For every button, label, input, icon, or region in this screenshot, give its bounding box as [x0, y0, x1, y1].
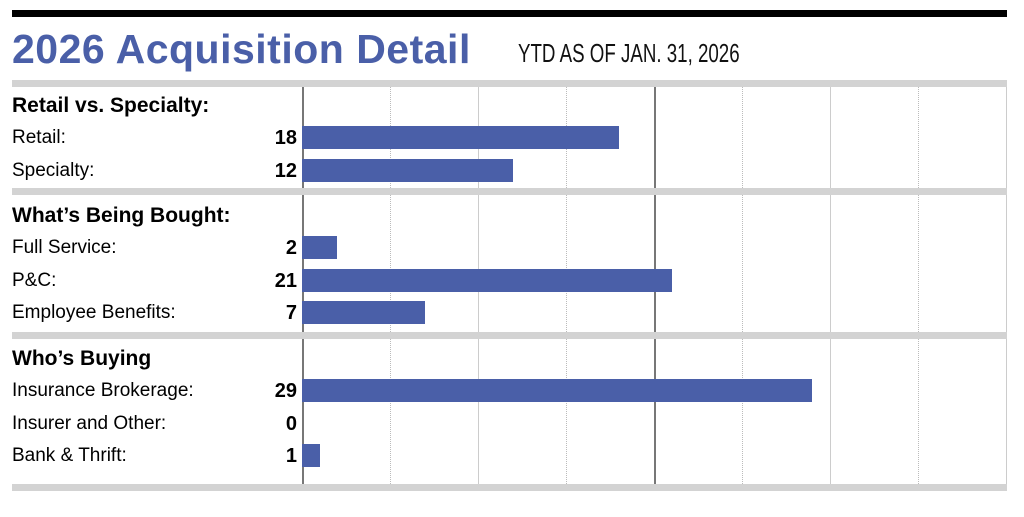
data-label: 7 — [285, 302, 297, 324]
data-label: 1 — [285, 445, 297, 467]
category-label: Bank & Thrift: — [12, 445, 127, 466]
bar — [302, 379, 813, 402]
data-label: 12 — [274, 159, 297, 182]
category-label: Full Service: — [12, 237, 117, 258]
category-label: P&C: — [12, 269, 57, 291]
group-heading: What’s Being Bought: — [12, 204, 231, 227]
bar — [302, 236, 338, 259]
data-label: 2 — [285, 237, 297, 259]
separator-band — [12, 80, 1007, 87]
separator-band — [12, 188, 1007, 195]
bar — [302, 444, 320, 467]
top-rule — [12, 10, 1007, 17]
bar — [302, 158, 514, 182]
chart-subtitle: YTD AS OF JAN. 31, 2026 — [518, 38, 740, 68]
gridline — [1006, 86, 1007, 484]
category-label: Employee Benefits: — [12, 302, 176, 323]
data-label: 0 — [285, 412, 297, 435]
separator-band — [12, 484, 1007, 491]
gridline — [830, 86, 831, 484]
separator-band — [12, 332, 1007, 339]
data-label: 29 — [274, 380, 297, 402]
bar — [302, 301, 426, 324]
category-label: Insurer and Other: — [12, 412, 167, 434]
group-heading: Who’s Buying — [12, 347, 152, 370]
category-label: Specialty: — [12, 159, 95, 181]
data-label: 18 — [274, 127, 297, 149]
bar — [302, 268, 672, 292]
gridline — [742, 86, 743, 484]
bar — [302, 126, 619, 149]
category-label: Insurance Brokerage: — [12, 380, 194, 401]
chart-title: 2026 Acquisition Detail — [12, 26, 471, 72]
category-label: Retail: — [12, 127, 66, 148]
data-label: 21 — [274, 269, 297, 292]
group-heading: Retail vs. Specialty: — [12, 94, 210, 117]
gridline — [918, 86, 919, 484]
